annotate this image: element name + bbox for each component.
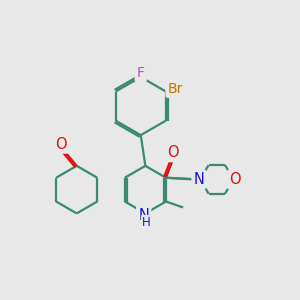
Text: F: F xyxy=(137,66,145,80)
Text: H: H xyxy=(142,216,151,229)
Text: O: O xyxy=(55,136,67,152)
Text: O: O xyxy=(229,172,241,187)
Text: O: O xyxy=(167,145,179,160)
Text: Br: Br xyxy=(167,82,183,96)
Text: N: N xyxy=(138,208,149,223)
Text: N: N xyxy=(194,172,204,187)
